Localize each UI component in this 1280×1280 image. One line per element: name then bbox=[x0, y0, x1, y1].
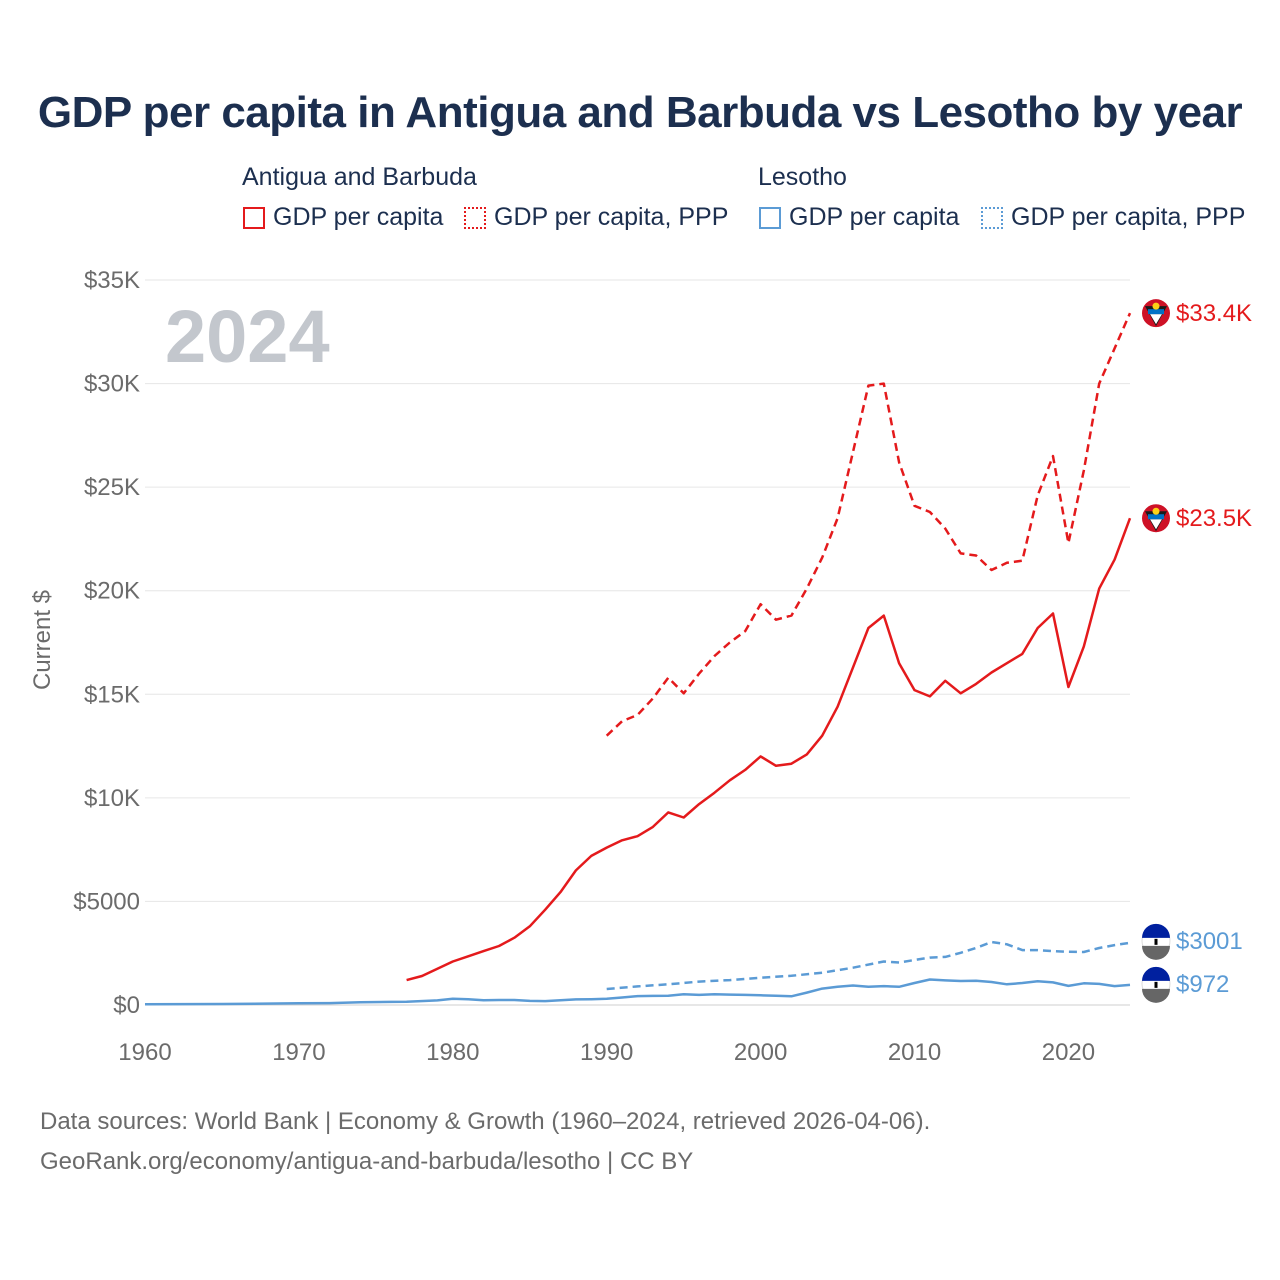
legend-item-antigua-gdp[interactable]: GDP per capita bbox=[243, 203, 443, 232]
series-end-label: $3001 bbox=[1176, 928, 1243, 955]
antigua-flag-icon bbox=[1142, 504, 1170, 533]
y-tick-label: $35K bbox=[84, 267, 140, 294]
y-tick-label: $5000 bbox=[73, 888, 140, 915]
x-tick-label: 2020 bbox=[1042, 1039, 1095, 1066]
lesotho-flag-icon bbox=[1141, 966, 1171, 1003]
footer-url[interactable]: GeoRank.org/economy/antigua-and-barbuda/… bbox=[40, 1148, 694, 1175]
legend-swatch-solid-blue bbox=[759, 206, 781, 229]
series-line-0 bbox=[406, 517, 1132, 982]
x-tick-label: 1960 bbox=[118, 1039, 171, 1066]
y-tick-label: $20K bbox=[84, 578, 140, 605]
chart-plot: 2024 Current $ $0 $5000 $10K $15K $20K $25K $3… bbox=[29, 267, 1252, 1066]
x-tick-label: 2000 bbox=[734, 1039, 787, 1066]
y-tick-label: $0 bbox=[113, 992, 140, 1019]
lesotho-flag-icon bbox=[1141, 923, 1171, 960]
antigua-flag-icon bbox=[1142, 299, 1170, 328]
year-watermark: 2024 bbox=[165, 295, 330, 378]
legend-swatch-dotted-red bbox=[464, 206, 486, 229]
legend-item-lesotho-ppp[interactable]: GDP per capita, PPP bbox=[981, 203, 1245, 232]
legend-label: GDP per capita bbox=[273, 203, 444, 231]
y-tick-label: $15K bbox=[84, 681, 140, 708]
legend-swatch-dotted-blue bbox=[981, 206, 1003, 229]
x-tick-label: 1970 bbox=[272, 1039, 325, 1066]
x-tick-label: 2010 bbox=[888, 1039, 941, 1066]
footer-sources: Data sources: World Bank | Economy & Gro… bbox=[40, 1108, 931, 1135]
legend-label: GDP per capita, PPP bbox=[494, 203, 729, 231]
x-tick-label: 1980 bbox=[426, 1039, 479, 1066]
legend-item-lesotho-gdp[interactable]: GDP per capita bbox=[759, 203, 959, 232]
y-tick-label: $10K bbox=[84, 785, 140, 812]
x-tick-label: 1990 bbox=[580, 1039, 633, 1066]
series-line-2 bbox=[144, 978, 1131, 1006]
series-line-1 bbox=[605, 312, 1132, 737]
legend-item-antigua-ppp[interactable]: GDP per capita, PPP bbox=[464, 203, 728, 232]
y-tick-label: $25K bbox=[84, 474, 140, 501]
series-line-3 bbox=[606, 940, 1131, 991]
legend-group-lesotho: Lesotho bbox=[758, 163, 847, 191]
series-end-label: $33.4K bbox=[1176, 300, 1252, 327]
y-tick-label: $30K bbox=[84, 371, 140, 398]
y-axis-label: Current $ bbox=[29, 590, 56, 690]
series-end-label: $972 bbox=[1176, 971, 1229, 998]
legend-swatch-solid-red bbox=[243, 206, 265, 229]
legend-label: GDP per capita bbox=[789, 203, 960, 231]
series-end-label: $23.5K bbox=[1176, 505, 1252, 532]
chart-title: GDP per capita in Antigua and Barbuda vs… bbox=[37, 88, 1243, 137]
legend-label: GDP per capita, PPP bbox=[1011, 203, 1246, 231]
legend-group-antigua: Antigua and Barbuda bbox=[242, 163, 477, 191]
